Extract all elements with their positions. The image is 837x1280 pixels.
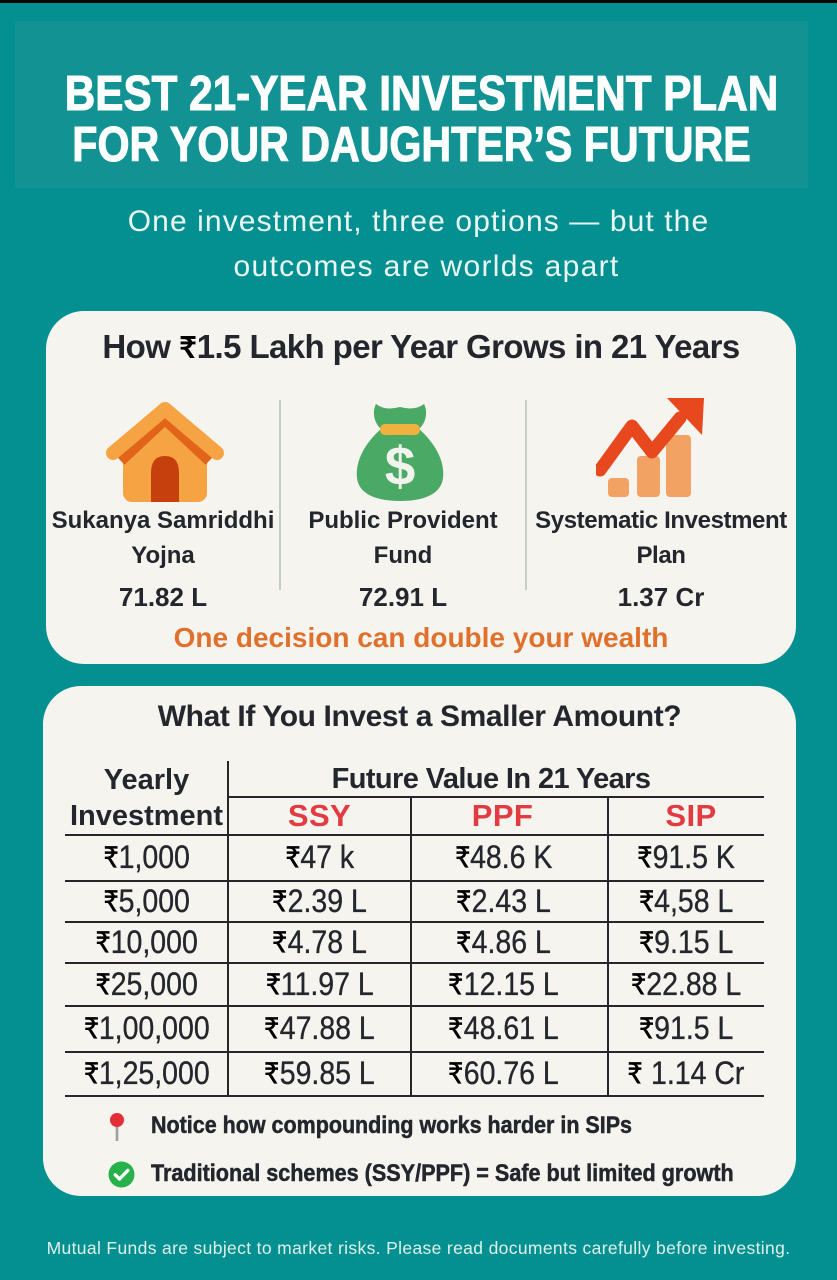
svg-text:$: $ (385, 435, 416, 497)
